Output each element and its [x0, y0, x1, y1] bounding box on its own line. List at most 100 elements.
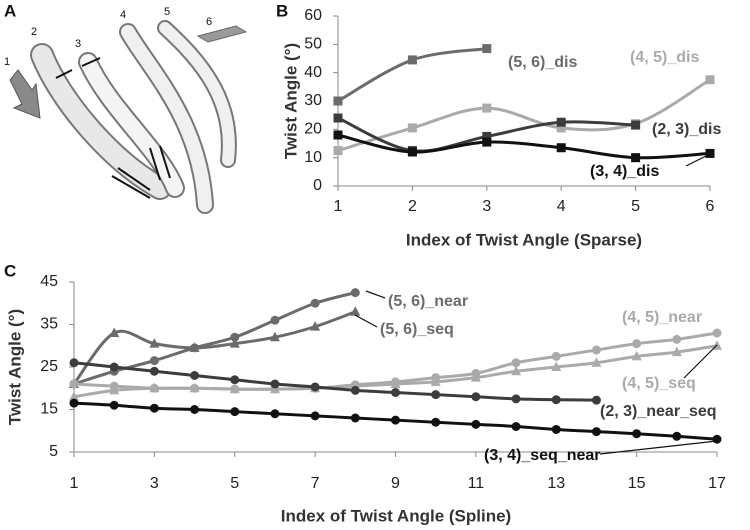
chart: C Twist Angle (°) Index of Twist Angle (Sp…: [4, 261, 726, 525]
marker: [407, 55, 417, 65]
marker: [190, 371, 200, 380]
marker: [190, 405, 200, 414]
segment-label: 3: [75, 38, 81, 50]
x-tick-label: 3: [150, 475, 159, 492]
x-tick-label: 6: [706, 198, 715, 215]
marker: [149, 403, 159, 413]
series-label: (4, 5)_near: [622, 309, 702, 326]
marker: [333, 146, 343, 156]
marker: [149, 366, 159, 376]
x-tick-label: 13: [547, 475, 565, 492]
y-tick-label: 15: [40, 401, 58, 418]
x-tick-label: 15: [628, 475, 646, 492]
marker: [109, 327, 120, 337]
marker: [69, 358, 79, 368]
arrow-shape: [9, 69, 41, 119]
series-label: (5, 6)_near: [388, 293, 468, 310]
marker: [470, 372, 481, 382]
marker: [551, 351, 561, 361]
marker: [109, 400, 119, 410]
marker: [333, 130, 343, 140]
x-tick-label: 1: [334, 198, 343, 215]
cut-mark: [55, 69, 73, 79]
marker: [672, 431, 682, 441]
panel-letter: B: [276, 1, 288, 20]
marker: [149, 382, 160, 393]
marker: [431, 417, 441, 427]
marker: [482, 103, 492, 113]
marker: [189, 382, 200, 393]
marker: [350, 385, 360, 395]
marker: [350, 413, 360, 423]
x-tick-label: 5: [631, 198, 640, 215]
label-leader: [365, 290, 386, 299]
y-axis-title: Twist Angle (°): [281, 43, 300, 159]
marker: [149, 338, 160, 348]
marker: [591, 427, 601, 437]
marker: [310, 321, 321, 331]
marker: [270, 315, 280, 325]
x-tick-label: 2: [408, 198, 417, 215]
series-line: [337, 133, 711, 160]
segment-label: 6: [206, 16, 212, 28]
marker: [631, 120, 641, 130]
y-tick-label: 35: [40, 316, 58, 333]
marker: [69, 379, 79, 389]
marker: [269, 331, 280, 342]
marker: [149, 356, 159, 366]
marker: [482, 44, 492, 54]
marker: [310, 298, 320, 308]
x-tick-label: 4: [557, 198, 566, 215]
marker: [430, 376, 441, 386]
y-tick-label: 0: [313, 177, 322, 194]
marker: [310, 382, 320, 392]
y-tick-label: 30: [304, 92, 322, 109]
marker: [556, 117, 566, 127]
marker: [551, 395, 561, 405]
marker: [482, 137, 492, 147]
label-leader: [354, 314, 378, 328]
marker: [431, 390, 441, 400]
marker: [556, 123, 566, 133]
x-tick-label: 1: [70, 475, 79, 492]
marker: [230, 407, 240, 417]
x-axis-title: Index of Twist Angle (Spline): [281, 506, 511, 525]
marker: [632, 339, 642, 349]
label-leader: [599, 440, 718, 455]
marker: [230, 332, 240, 342]
series-label: (4, 5)_dis: [630, 49, 699, 66]
marker: [333, 113, 343, 123]
marker: [471, 392, 481, 402]
series-label: (5, 6)_dis: [508, 54, 577, 71]
marker: [511, 394, 521, 404]
segment-shape: [159, 22, 235, 166]
panel-letter: C: [4, 261, 16, 280]
y-tick-label: 20: [304, 121, 322, 138]
segment-shape: [196, 25, 248, 43]
marker: [551, 424, 561, 434]
y-tick-label: 50: [304, 36, 322, 53]
segment-label: 4: [120, 9, 126, 21]
y-tick-label: 5: [49, 443, 58, 460]
marker: [407, 147, 417, 157]
marker: [230, 375, 240, 385]
marker: [591, 345, 601, 355]
marker: [391, 415, 400, 425]
marker: [712, 434, 722, 444]
label-leader: [685, 153, 711, 167]
marker: [69, 391, 79, 401]
segment-shape: [32, 45, 170, 198]
series-label: (3, 4)_seq_near: [484, 447, 601, 464]
y-tick-label: 45: [40, 273, 58, 290]
marker: [632, 429, 642, 439]
series-label: (5, 6)_seq: [380, 321, 454, 338]
marker: [270, 379, 280, 389]
arrow-mark: [111, 145, 171, 199]
segment-label: 5: [164, 6, 170, 18]
y-tick-label: 60: [304, 7, 322, 24]
marker: [189, 342, 200, 352]
marker: [471, 419, 481, 429]
marker: [591, 395, 601, 405]
marker: [350, 306, 361, 316]
series-label: (3, 4)_dis: [590, 163, 659, 180]
